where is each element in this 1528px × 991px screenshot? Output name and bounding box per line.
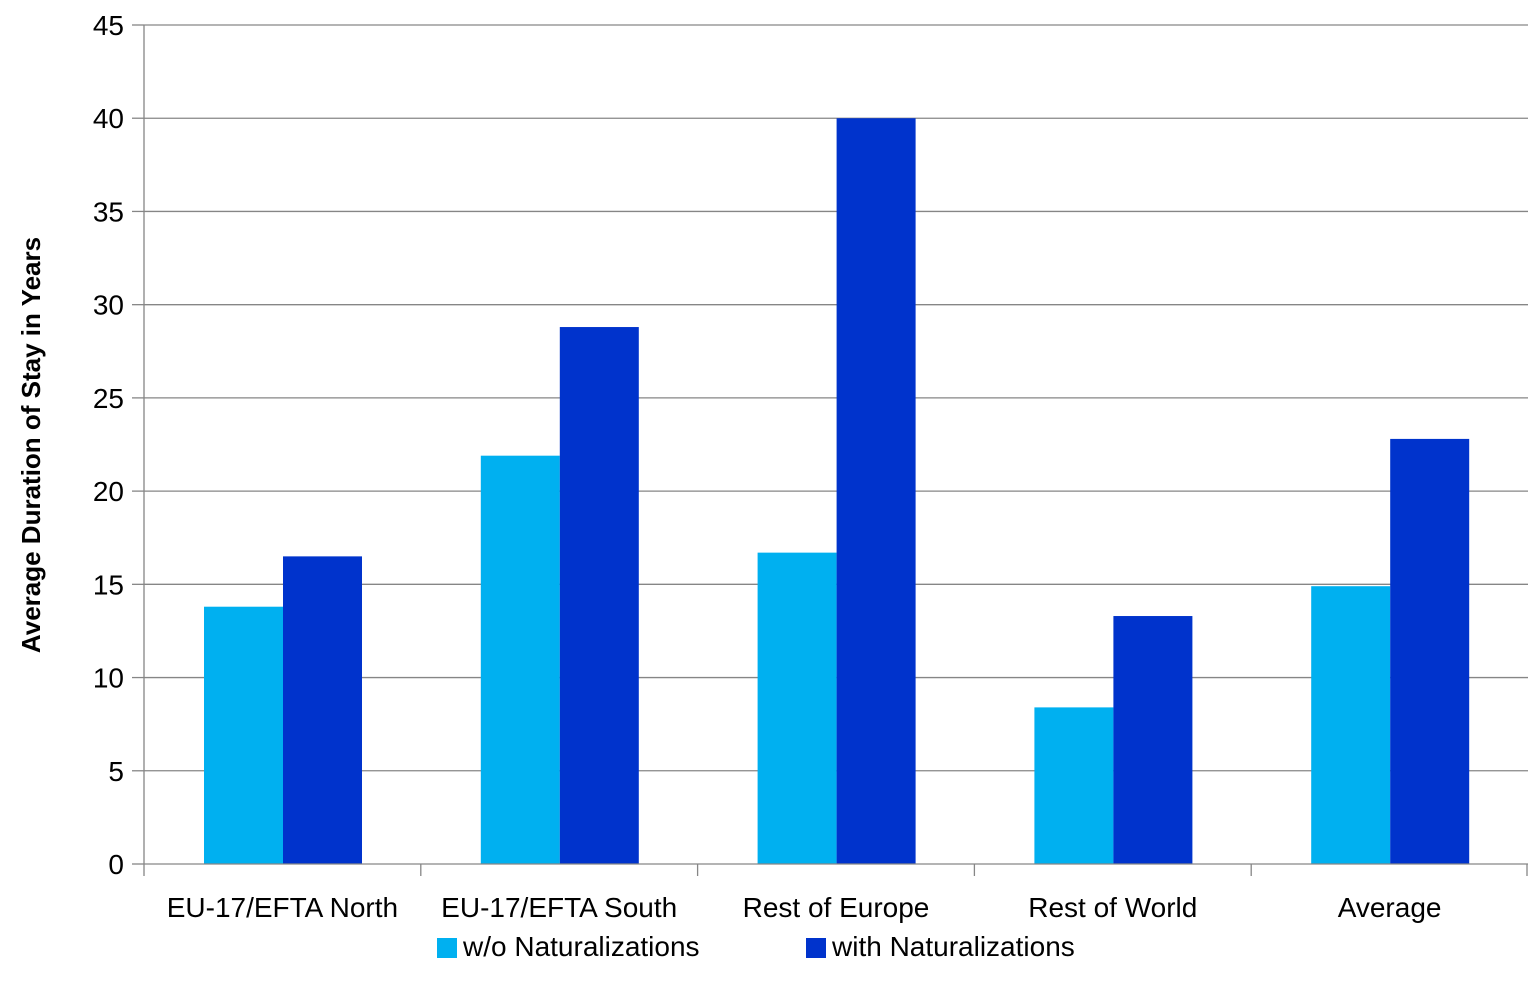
legend: w/o Naturalizations with Naturalizations <box>437 931 1075 962</box>
x-tick-label: EU-17/EFTA South <box>441 892 677 923</box>
y-tick-label: 20 <box>93 476 124 507</box>
bars <box>204 118 1470 864</box>
x-tick-label: Rest of World <box>1028 892 1197 923</box>
y-tick-label: 25 <box>93 383 124 414</box>
legend-swatch <box>437 938 457 958</box>
bar-with-naturalizations <box>1390 438 1470 864</box>
y-tick-labels: 0 5 10 15 20 25 30 35 40 45 <box>93 10 124 880</box>
y-tick-label: 0 <box>108 849 124 880</box>
bar-with-naturalizations <box>836 118 916 864</box>
bar-without-naturalizations <box>204 606 283 864</box>
bar-with-naturalizations <box>283 556 362 864</box>
bar-with-naturalizations <box>1113 616 1193 864</box>
legend-label: w/o Naturalizations <box>462 931 700 962</box>
y-tick-label: 40 <box>93 103 124 134</box>
y-tick-label: 15 <box>93 569 124 600</box>
x-tick-label: Rest of Europe <box>743 892 930 923</box>
bar-without-naturalizations <box>1034 707 1114 864</box>
x-tick-label: EU-17/EFTA North <box>167 892 398 923</box>
axes <box>132 24 1528 876</box>
bar-with-naturalizations <box>559 327 639 864</box>
gridlines <box>144 24 1528 772</box>
bar-without-naturalizations <box>1311 586 1391 864</box>
y-tick-label: 30 <box>93 290 124 321</box>
y-tick-label: 10 <box>93 663 124 694</box>
y-tick-label: 45 <box>93 10 124 41</box>
y-tick-label: 5 <box>108 756 124 787</box>
y-tick-label: 35 <box>93 196 124 227</box>
bar-without-naturalizations <box>757 552 837 864</box>
x-tick-label: Average <box>1338 892 1442 923</box>
bar-without-naturalizations <box>480 455 560 864</box>
y-axis-title: Average Duration of Stay in Years <box>16 237 46 653</box>
legend-label: with Naturalizations <box>831 931 1075 962</box>
x-tick-labels: EU-17/EFTA North EU-17/EFTA South Rest of … <box>167 892 1442 923</box>
legend-swatch <box>806 938 826 958</box>
